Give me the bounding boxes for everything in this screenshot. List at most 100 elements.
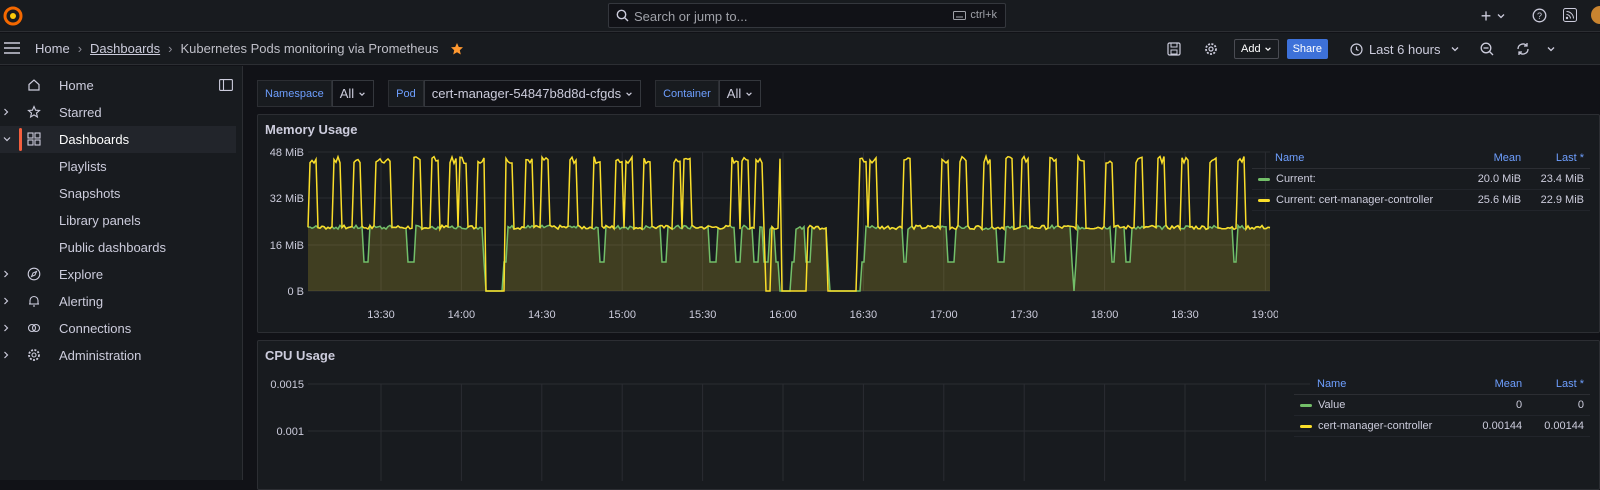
- svg-text:?: ?: [1537, 11, 1542, 21]
- sidebar-item-label: Connections: [59, 321, 132, 336]
- home-icon: [28, 79, 40, 91]
- sidebar-item-public-dashboards[interactable]: Public dashboards: [0, 234, 236, 261]
- sidebar-item-label: Home: [59, 78, 94, 93]
- sidebar-item-label: Playlists: [59, 159, 107, 174]
- legend-mean: 0: [1466, 394, 1529, 416]
- help-icon[interactable]: ?: [1532, 8, 1547, 23]
- plus-icon[interactable]: +: [1480, 5, 1492, 26]
- y-tick-label: 0 B: [287, 286, 304, 298]
- chevron-down-icon: [359, 91, 365, 96]
- clock-icon: [1350, 42, 1363, 56]
- sidebar-item-administration[interactable]: Administration: [0, 342, 236, 369]
- x-tick-label: 16:00: [769, 309, 797, 321]
- zoom-out-icon[interactable]: [1480, 42, 1494, 56]
- legend-header-last[interactable]: Last *: [1527, 149, 1590, 169]
- gear-icon[interactable]: [1204, 42, 1218, 56]
- sidebar-item-label: Explore: [59, 267, 104, 282]
- legend-last: 0.00144: [1528, 415, 1590, 437]
- panel-title: Memory Usage: [265, 122, 358, 137]
- share-button[interactable]: Share: [1286, 39, 1328, 59]
- chevron-down-icon[interactable]: [1496, 11, 1506, 21]
- legend-last: 0: [1528, 394, 1590, 416]
- legend-row[interactable]: Current: 20.0 MiB 23.4 MiB: [1252, 168, 1590, 190]
- bell-icon: [29, 295, 39, 307]
- add-button-label: Add: [1241, 43, 1261, 55]
- container-select[interactable]: All: [718, 80, 762, 107]
- sidebar-item-library-panels[interactable]: Library panels: [0, 207, 236, 234]
- sidebar-item-label: Starred: [59, 105, 102, 120]
- x-tick-label: 16:30: [850, 309, 878, 321]
- cpu-usage-chart[interactable]: 0.0015 0.001: [258, 369, 1318, 481]
- star-icon[interactable]: [450, 42, 464, 56]
- save-icon[interactable]: [1167, 42, 1181, 56]
- legend-header-name: Name: [1294, 375, 1467, 395]
- sidebar-item-explore[interactable]: Explore: [0, 261, 236, 288]
- variables-bar: Namespace All Pod cert-manager-54847b8d8…: [257, 80, 762, 107]
- sidebar: Home Starred Dashboards Playlists Snapsh…: [0, 66, 243, 480]
- chevron-down-icon[interactable]: [2, 134, 12, 144]
- memory-usage-chart[interactable]: 48 MiB 32 MiB 16 MiB 0 B 13:30 14:00 14:30…: [258, 143, 1278, 333]
- x-tick-label: 13:30: [367, 309, 395, 321]
- dashboard-nav-bar: Home › Dashboards › Kubernetes Pods moni…: [0, 33, 1600, 65]
- x-tick-label: 19:00: [1252, 309, 1278, 321]
- chevron-down-icon: [1452, 47, 1459, 52]
- y-tick-label: 16 MiB: [270, 240, 304, 252]
- dock-menu-icon[interactable]: [219, 79, 233, 91]
- breadcrumb-dashboards[interactable]: Dashboards: [90, 41, 161, 56]
- legend-row[interactable]: Value 0 0: [1294, 394, 1590, 416]
- search-shortcut-text: ctrl+k: [970, 9, 997, 21]
- refresh-icon[interactable]: [1516, 42, 1530, 56]
- chevron-right-icon[interactable]: [2, 107, 10, 117]
- legend-swatch: [1258, 177, 1270, 181]
- container-label: Container: [655, 80, 719, 107]
- legend-header-mean[interactable]: Mean: [1464, 149, 1528, 169]
- dashboards-icon: [27, 132, 41, 146]
- chevron-right-icon[interactable]: [2, 269, 10, 279]
- breadcrumb-separator: ›: [168, 41, 173, 56]
- x-tick-label: 15:30: [689, 309, 717, 321]
- search-input[interactable]: Search or jump to... ctrl+k: [608, 3, 1006, 28]
- sidebar-item-home[interactable]: Home: [0, 72, 236, 99]
- memory-legend: Name Mean Last * Current: 20.0 MiB 23.4 MiB …: [1252, 149, 1590, 211]
- time-range-picker[interactable]: Last 6 hours: [1350, 42, 1461, 57]
- chevron-right-icon[interactable]: [2, 296, 10, 306]
- breadcrumb-home[interactable]: Home: [35, 41, 70, 56]
- cpu-usage-panel[interactable]: CPU Usage 0.0015 0.001 Name Mean Last * Va…: [257, 340, 1600, 490]
- vertical-grid-lines: [380, 384, 1266, 481]
- menu-icon[interactable]: [4, 41, 20, 55]
- chevron-down-icon[interactable]: [1546, 44, 1556, 54]
- legend-header-mean[interactable]: Mean: [1466, 375, 1529, 395]
- pod-select[interactable]: cert-manager-54847b8d8d-cfgds: [423, 80, 642, 107]
- legend-row[interactable]: cert-manager-controller 0.00144 0.00144: [1294, 415, 1590, 437]
- legend-header-name: Name: [1252, 149, 1465, 169]
- chevron-down-icon: [746, 91, 753, 96]
- vertical-grid-lines: [380, 152, 1266, 291]
- legend-header-last[interactable]: Last *: [1528, 375, 1590, 395]
- namespace-label: Namespace: [257, 80, 332, 107]
- namespace-select[interactable]: All: [331, 80, 375, 107]
- avatar[interactable]: [1591, 6, 1600, 24]
- gear-icon: [28, 349, 40, 361]
- sidebar-item-dashboards[interactable]: Dashboards: [0, 126, 236, 153]
- memory-usage-panel[interactable]: Memory Usage 48 MiB 32 MiB 16 MiB 0 B 13…: [257, 114, 1600, 333]
- star-icon: [27, 105, 41, 119]
- grafana-logo-icon[interactable]: [2, 5, 24, 27]
- sidebar-item-label: Public dashboards: [59, 240, 166, 255]
- sidebar-item-starred[interactable]: Starred: [0, 99, 236, 126]
- legend-row[interactable]: Current: cert-manager-controller 25.6 MiB…: [1252, 189, 1590, 211]
- legend-mean: 0.00144: [1466, 415, 1529, 437]
- sidebar-item-alerting[interactable]: Alerting: [0, 288, 236, 315]
- sidebar-item-connections[interactable]: Connections: [0, 315, 236, 342]
- connections-icon: [27, 323, 41, 333]
- rss-icon[interactable]: [1563, 8, 1577, 22]
- top-bar: Search or jump to... ctrl+k + ?: [0, 0, 1600, 32]
- x-tick-label: 18:00: [1091, 309, 1119, 321]
- chevron-right-icon[interactable]: [2, 350, 10, 360]
- series-line-cert-manager-controller[interactable]: [307, 153, 1271, 292]
- sidebar-item-playlists[interactable]: Playlists: [0, 153, 236, 180]
- add-button[interactable]: Add: [1234, 39, 1279, 59]
- chevron-right-icon[interactable]: [2, 323, 10, 333]
- y-tick-label: 48 MiB: [270, 147, 304, 159]
- y-axis: 48 MiB 32 MiB 16 MiB 0 B: [270, 147, 304, 298]
- sidebar-item-snapshots[interactable]: Snapshots: [0, 180, 236, 207]
